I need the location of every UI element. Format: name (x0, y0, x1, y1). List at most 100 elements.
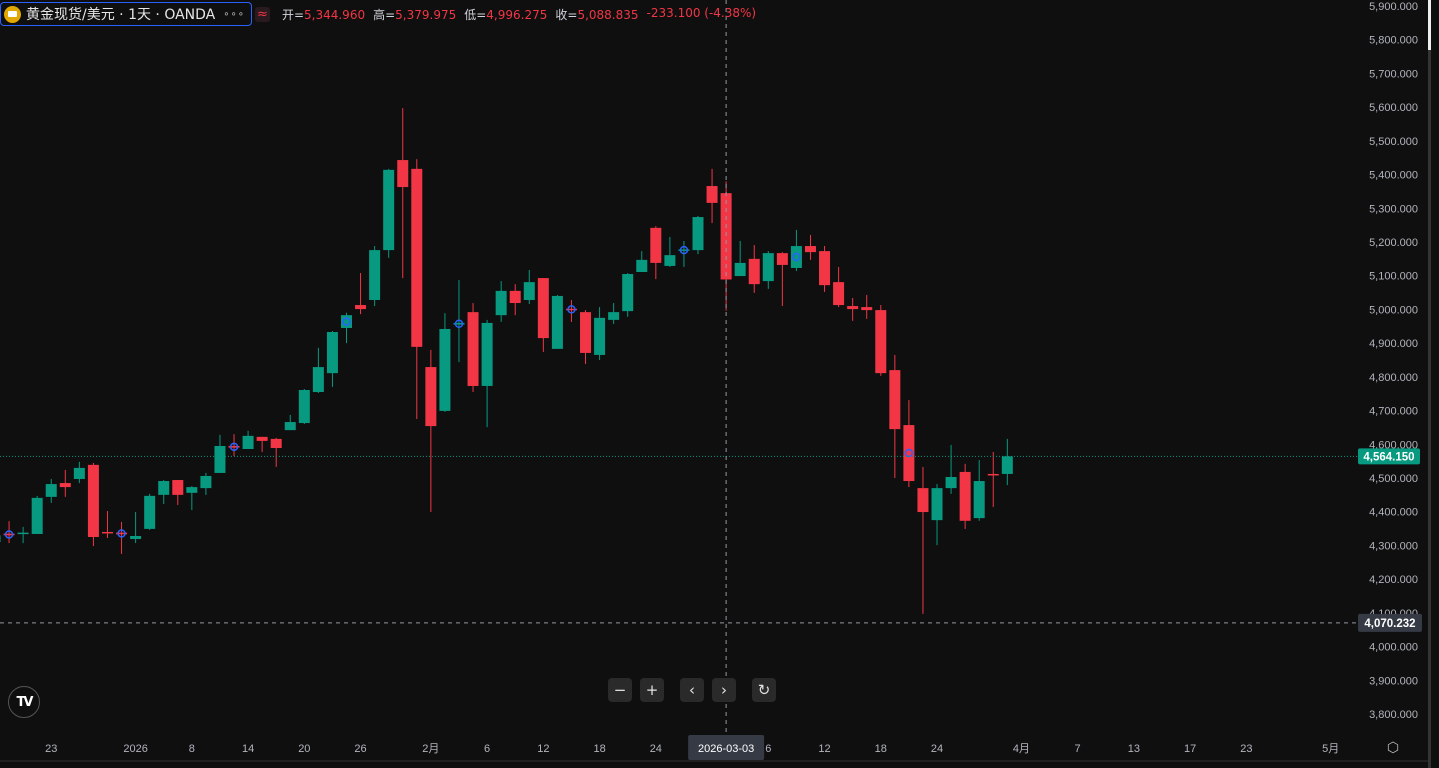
delayed-data-icon[interactable]: ≈ (255, 6, 270, 22)
candle (242, 430, 254, 450)
candle (706, 168, 718, 224)
candle (762, 251, 774, 289)
candle (608, 303, 620, 324)
price-tick-label: 4,500.000 (1369, 473, 1418, 485)
time-tick-label: 24 (650, 743, 662, 755)
candle-body (509, 290, 521, 304)
signal-marker (117, 529, 126, 538)
candle-body (425, 367, 437, 427)
price-axis[interactable] (1358, 0, 1428, 734)
candle-body (101, 531, 113, 534)
gear-icon[interactable]: ⬡ (1386, 740, 1400, 756)
price-tick-label: 5,700.000 (1369, 68, 1418, 80)
candle-body (0, 535, 1, 543)
price-tick-label: 4,600.000 (1369, 439, 1418, 451)
candle (537, 278, 549, 352)
candle (101, 511, 113, 539)
candle (959, 463, 971, 529)
candle-body (847, 306, 859, 310)
candle (1001, 438, 1013, 486)
candle-body (706, 186, 718, 203)
candle (509, 284, 521, 316)
candle (889, 354, 901, 478)
candle (495, 281, 507, 322)
candle-body (481, 322, 493, 386)
scroll-left-button[interactable]: ‹ (680, 678, 704, 702)
signal-marker (229, 442, 239, 452)
signal-marker (792, 252, 801, 262)
candle (551, 294, 563, 349)
zoom-out-button[interactable]: − (608, 678, 632, 702)
candle (748, 245, 760, 293)
candle-body (734, 262, 746, 277)
candle-body (917, 488, 929, 513)
time-axis-labels: 723202681420262月612182461218244月71317235… (45, 743, 1339, 755)
time-tick-label: 5月 (1322, 743, 1339, 755)
symbol-legend: 黄金现货/美元 · 1天 · OANDA ∘∘∘ ≈ 开=5,344.960 高… (0, 2, 756, 26)
candle-body (833, 282, 845, 306)
more-options-button[interactable]: ∘∘∘ (223, 8, 246, 20)
candle (790, 229, 802, 271)
crosshair-price-value: 4,070.232 (1364, 618, 1415, 630)
candle-body (987, 473, 999, 476)
time-tick-label: 12 (537, 743, 549, 755)
symbol-title: 黄金现货/美元 · 1天 · OANDA (26, 7, 216, 23)
candle-body (889, 370, 901, 430)
time-tick-label: 18 (875, 743, 887, 755)
tradingview-logo[interactable]: TV (8, 686, 40, 718)
logo-text: TV (16, 694, 34, 710)
candle (411, 159, 423, 419)
candle-body (537, 278, 549, 339)
signal-marker (679, 245, 689, 255)
candle (116, 521, 128, 554)
price-axis-scrollbar-thumb[interactable] (1428, 0, 1431, 50)
gold-bar-icon (4, 5, 21, 23)
last-price-value: 4,564.150 (1363, 451, 1414, 463)
crosshair-date-badge (688, 735, 765, 760)
time-tick-label: 6 (765, 743, 771, 755)
candle (622, 273, 634, 317)
symbol-selector[interactable]: 黄金现货/美元 · 1天 · OANDA ∘∘∘ (0, 2, 253, 26)
candle (467, 303, 479, 393)
candle (383, 168, 395, 258)
overlays (0, 0, 1358, 734)
candle-body (31, 497, 43, 534)
candle (214, 434, 226, 473)
candle-body (284, 422, 296, 431)
price-tick-label: 5,000.000 (1369, 304, 1418, 316)
zoom-in-button[interactable]: + (640, 678, 664, 702)
price-tick-label: 5,300.000 (1369, 203, 1418, 215)
candle-body (397, 160, 409, 188)
candle (580, 310, 592, 365)
candle (200, 472, 212, 495)
candle-body (130, 535, 142, 540)
price-axis-scrollbar-track[interactable] (1428, 0, 1431, 768)
scroll-right-button[interactable]: › (712, 678, 736, 702)
candle-body (565, 308, 577, 311)
time-tick-label: 18 (593, 743, 605, 755)
price-tick-label: 5,600.000 (1369, 102, 1418, 114)
candle-body (270, 438, 282, 448)
candle-body (945, 476, 957, 489)
last-price-badge (1358, 448, 1420, 465)
candle-body (298, 390, 310, 424)
candle-body (580, 312, 592, 353)
time-tick-label: 6 (484, 743, 490, 755)
candle-body (931, 488, 943, 521)
time-tick-label: 7 (1075, 743, 1081, 755)
candle-body (875, 310, 887, 374)
low-label: 低= (464, 7, 487, 22)
candle (875, 305, 887, 376)
candle (734, 240, 746, 277)
signal-marker (342, 317, 351, 326)
price-tick-label: 5,900.000 (1369, 1, 1418, 13)
candle-body (523, 282, 535, 300)
signal-marker (454, 319, 464, 329)
candle (298, 388, 310, 425)
candle-body (341, 315, 352, 328)
reset-chart-button[interactable]: ↻ (752, 678, 776, 702)
candle-body (748, 258, 760, 285)
candle-body (973, 481, 985, 519)
candle (636, 251, 648, 273)
